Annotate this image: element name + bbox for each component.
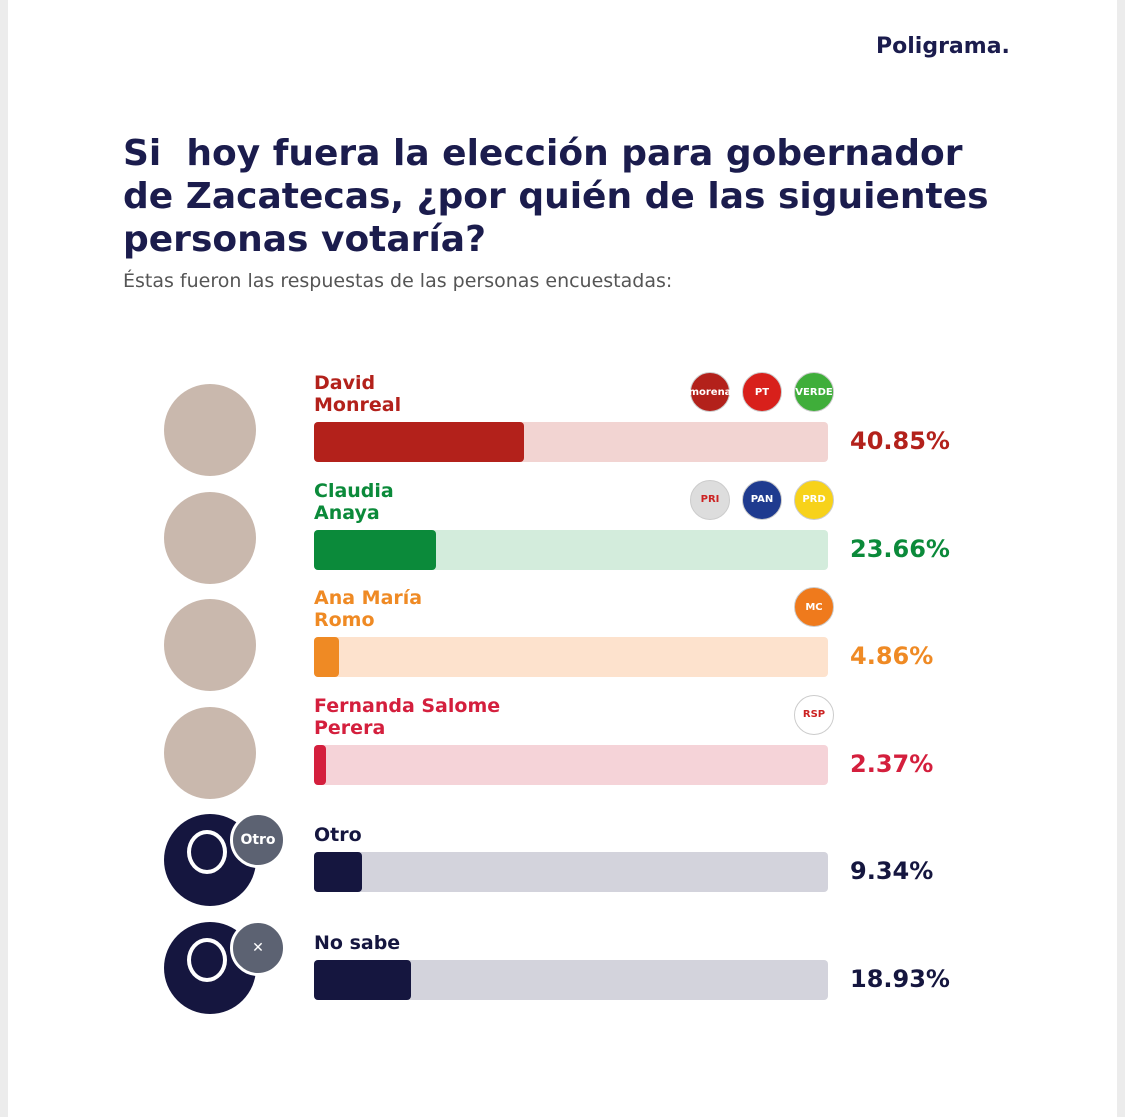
- value-label: 4.86%: [850, 642, 934, 671]
- value-label: 2.37%: [850, 749, 934, 778]
- party-logo: PRI: [690, 479, 730, 520]
- edge: [1117, 0, 1125, 1117]
- category-label: Claudia Anaya: [314, 479, 394, 524]
- avatar: [164, 384, 256, 476]
- brand: Poligrama.: [876, 34, 1010, 59]
- value-label: 23.66%: [850, 534, 950, 563]
- party-logo: PRD: [794, 479, 834, 520]
- bar-track: [314, 852, 828, 893]
- bar-track: [314, 637, 828, 678]
- category-label: David Monreal: [314, 372, 402, 416]
- chart-title: Si hoy fuera la elección para gobernador…: [123, 133, 1002, 260]
- category-label: No sabe: [314, 932, 401, 954]
- category-label: Fernanda Salome Perera: [314, 694, 501, 739]
- party-logo: PT: [742, 372, 782, 412]
- bar: [314, 637, 339, 678]
- bar: [314, 422, 524, 462]
- avatar: [164, 706, 256, 799]
- party-logo: morena: [689, 372, 731, 412]
- category-label: Otro: [314, 824, 362, 847]
- party-logo: MC: [794, 587, 834, 628]
- bar: [314, 744, 327, 785]
- badge: Otro: [230, 812, 286, 869]
- badge: ✕: [230, 920, 286, 976]
- bar: [314, 960, 412, 1000]
- value-label: 18.93%: [850, 965, 950, 993]
- value-label: 40.85%: [850, 427, 950, 455]
- bar: [314, 852, 362, 893]
- edge: [0, 0, 8, 1117]
- party-logo: RSP: [794, 694, 834, 735]
- category-label: Ana María Romo: [314, 587, 423, 632]
- party-logo: VERDE: [794, 372, 834, 412]
- avatar-head: [187, 830, 227, 875]
- bar-track: [314, 744, 828, 785]
- bar: [314, 529, 436, 570]
- chart-subtitle: Éstas fueron las respuestas de las perso…: [123, 270, 673, 292]
- value-label: 9.34%: [850, 857, 934, 886]
- avatar: [164, 491, 256, 584]
- avatar: [164, 599, 256, 692]
- avatar-head: [187, 938, 227, 982]
- party-logo: PAN: [742, 479, 782, 520]
